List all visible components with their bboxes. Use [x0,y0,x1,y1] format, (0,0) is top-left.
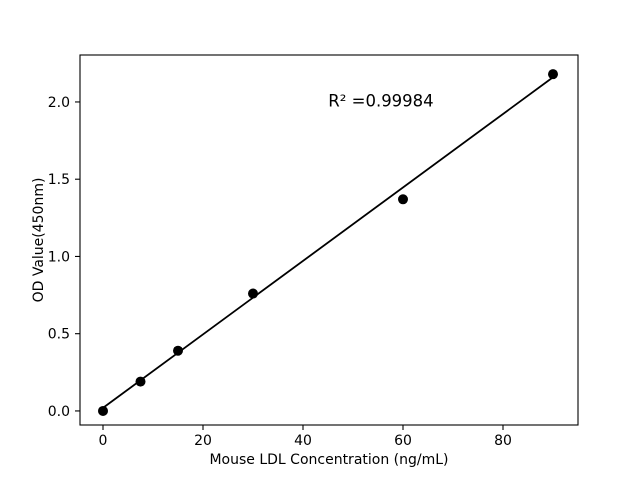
data-point [248,288,258,299]
data-point [548,69,558,80]
x-tick-label: 0 [99,433,108,449]
x-tick-label: 80 [494,433,512,449]
data-point [135,376,146,387]
x-tick-label: 60 [394,433,412,449]
data-point [173,345,183,356]
x-tick-label: 20 [194,433,212,449]
x-tick-label: 40 [294,433,312,449]
plot-border [79,54,579,426]
data-point [98,405,108,416]
y-tick-label: 0.0 [48,404,70,420]
x-axis-label: Mouse LDL Concentration (ng/mL) [209,452,448,468]
y-tick-label: 0.5 [48,327,70,343]
y-tick-label: 2.0 [48,95,70,111]
r-squared-annotation: R² =0.99984 [328,92,433,111]
y-tick-label: 1.0 [48,249,70,265]
fit-line [102,76,554,409]
y-tick-label: 1.5 [48,172,70,188]
y-axis-label: OD Value(450nm) [31,178,47,303]
data-point [398,194,408,205]
